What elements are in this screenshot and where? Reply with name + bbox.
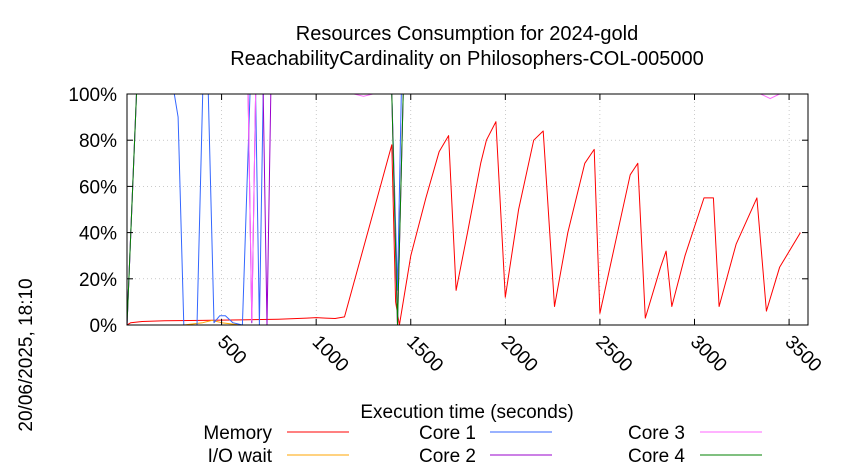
legend-label: I/O wait (208, 446, 273, 467)
y-tick-label: 20% (79, 270, 117, 291)
series-line-core-1 (126, 93, 801, 326)
axes (126, 93, 809, 326)
x-tick-label: 500 (213, 332, 250, 369)
y-tick-label: 60% (79, 177, 117, 198)
legend-label: Core 1 (419, 423, 476, 444)
series-line-core-2 (126, 93, 801, 326)
legend-label: Core 4 (628, 446, 685, 467)
plot-frame (126, 93, 809, 326)
legend-label: Memory (203, 423, 272, 444)
chart-title: Resources Consumption for 2024-gold (296, 23, 638, 45)
series-line-i-o-wait (127, 319, 801, 326)
x-tick-label: 1500 (402, 332, 447, 377)
y-tick-label: 80% (79, 131, 117, 152)
legend-label: Core 2 (419, 446, 476, 467)
x-tick-label: 2500 (591, 332, 636, 377)
x-tick-label: 3500 (781, 332, 826, 377)
timestamp-label: 20/06/2025, 18:10 (16, 278, 37, 431)
x-axis-label: Execution time (seconds) (360, 402, 573, 423)
legend-label: Core 3 (628, 423, 685, 444)
y-tick-label: 0% (90, 316, 118, 337)
x-tick-label: 2000 (497, 332, 542, 377)
series-line-core-4 (126, 93, 801, 326)
chart-subtitle: ReachabilityCardinality on Philosophers-… (230, 48, 704, 70)
gridlines (127, 93, 808, 326)
y-tick-labels: 0% 20% 40% 60% 80% 100% (68, 85, 117, 337)
y-tick-label: 100% (68, 85, 117, 106)
y-tick-label: 40% (79, 224, 117, 245)
x-tick-labels: 500 1000 1500 2000 2500 3000 3500 (213, 332, 825, 377)
x-tick-label: 1000 (308, 332, 353, 377)
x-tick-label: 3000 (686, 332, 731, 377)
series-lines (126, 93, 801, 326)
series-line-core-3 (126, 93, 801, 326)
series-line-memory (126, 121, 801, 326)
